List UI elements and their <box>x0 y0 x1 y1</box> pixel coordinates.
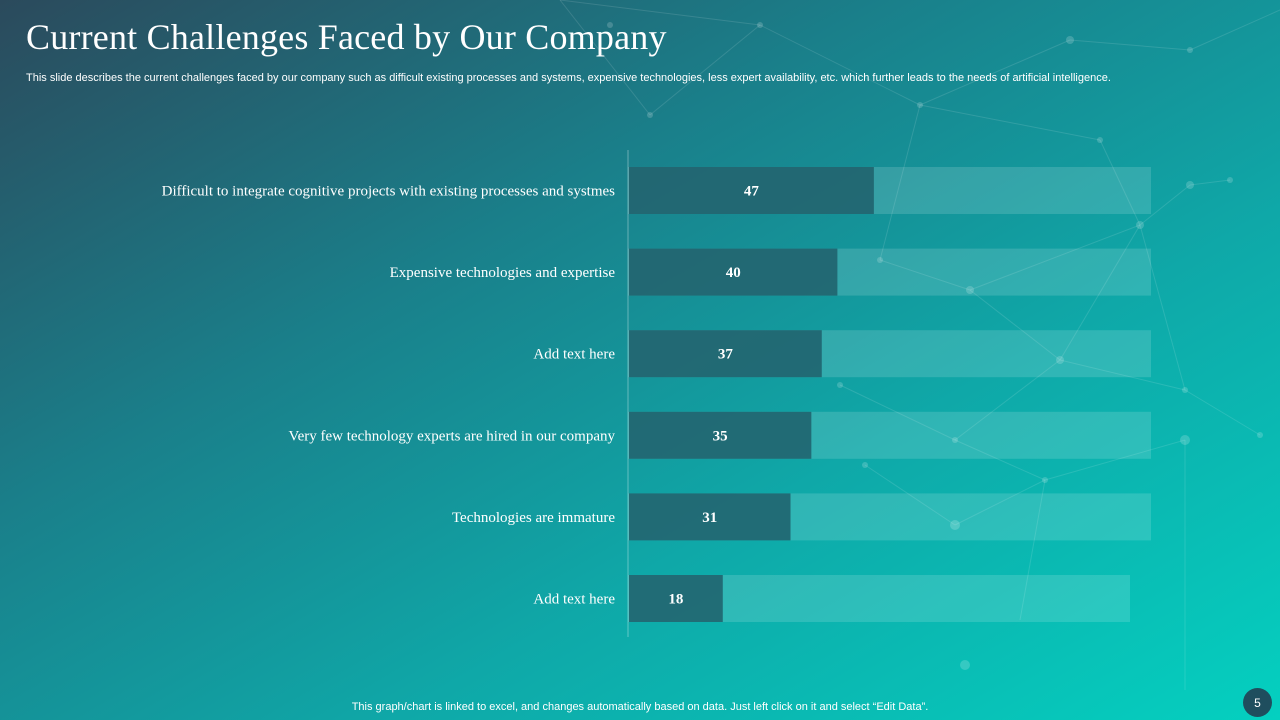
bar <box>629 167 874 214</box>
page-title: Current Challenges Faced by Our Company <box>26 17 667 57</box>
bar <box>629 411 812 459</box>
page-number-badge: 5 <box>1243 688 1272 717</box>
bar <box>629 493 791 541</box>
data-label: 18 <box>668 592 683 608</box>
category-label: Difficult to integrate cognitive project… <box>162 184 616 200</box>
slide-description: This slide describes the current challen… <box>26 72 1111 84</box>
category-label: Expensive technologies and expertise <box>390 265 616 281</box>
data-label: 35 <box>713 428 728 444</box>
data-label: 37 <box>718 347 734 363</box>
category-label: Technologies are immature <box>452 510 615 526</box>
data-label: 31 <box>702 510 717 526</box>
data-label: 40 <box>726 265 741 281</box>
bar <box>629 248 838 296</box>
category-label: Add text here <box>533 347 615 363</box>
bar <box>629 330 822 378</box>
footer-note: This graph/chart is linked to excel, and… <box>351 701 929 713</box>
bar <box>629 575 723 622</box>
category-label: Add text here <box>533 592 615 608</box>
category-label: Very few technology experts are hired in… <box>288 428 615 444</box>
data-label: 47 <box>744 184 760 200</box>
